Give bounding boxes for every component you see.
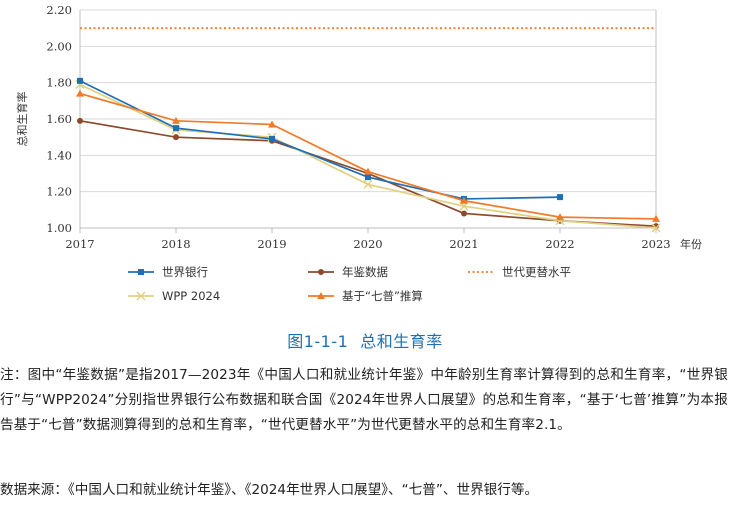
x-tick-label: 2019	[257, 237, 286, 251]
data-point-stroke	[363, 179, 373, 189]
data-point	[138, 269, 144, 275]
legend-label: WPP 2024	[162, 289, 220, 303]
x-tick-label: 2017	[65, 237, 94, 251]
figure-caption: 图1-1-1 总和生育率	[0, 328, 730, 352]
x-tick-label: 2018	[161, 237, 190, 251]
data-point	[364, 167, 372, 175]
data-point	[173, 134, 179, 141]
series-3	[75, 79, 661, 233]
legend-item: WPP 2024	[128, 289, 220, 303]
data-point	[557, 194, 563, 201]
data-point	[651, 223, 661, 233]
data-point	[318, 269, 324, 275]
series-line	[79, 80, 561, 200]
figure-number: 图1-1-1	[287, 332, 349, 351]
y-tick-label: 1.80	[46, 76, 72, 90]
data-source: 数据来源：《中国人口和就业统计年鉴》、《2024年世界人口展望》、“七普”、世界…	[0, 482, 539, 498]
series	[75, 27, 661, 233]
series-line	[79, 92, 657, 220]
x-tick-label: 2022	[545, 237, 574, 251]
data-point	[269, 135, 275, 142]
legend-item: 基于“七普”推算	[308, 289, 423, 303]
legend-label: 年鉴数据	[342, 265, 388, 279]
data-point	[77, 77, 83, 84]
data-point	[172, 116, 180, 124]
figure-note: 注：图中“年鉴数据”是指2017—2023年《中国人口和就业统计年鉴》中年龄别生…	[0, 367, 728, 433]
x-tick-label: 2023	[641, 237, 670, 251]
x-axis-label: 年份	[680, 237, 702, 251]
data-point	[268, 120, 276, 128]
data-point	[173, 125, 179, 132]
data-point	[365, 174, 371, 181]
fertility-line-chart: 1.00 1.20 1.40 1.60 1.80 2.00 2.20 2017 2018 2019…	[15, 3, 702, 303]
y-tick-label: 1.40	[46, 148, 72, 162]
y-tick-label: 1.60	[46, 112, 72, 126]
data-point	[461, 210, 467, 217]
data-point	[556, 213, 564, 221]
y-tick-label: 1.00	[46, 221, 72, 235]
legend-item: 世界银行	[128, 265, 208, 279]
grid	[80, 9, 656, 193]
y-tick-label: 1.20	[46, 185, 72, 199]
legend-label: 世代更替水平	[502, 265, 571, 279]
data-point	[76, 89, 84, 97]
legend-label: 世界银行	[162, 265, 208, 279]
data-point	[317, 292, 325, 299]
y-tick-label: 2.20	[46, 3, 72, 17]
legend-label: 基于“七普”推算	[342, 289, 423, 303]
data-point	[136, 291, 146, 301]
figure-title: 总和生育率	[360, 332, 443, 351]
x-tick-label: 2021	[449, 237, 478, 251]
data-point-stroke	[651, 223, 661, 233]
y-tick-label: 2.00	[46, 39, 72, 53]
data-point	[77, 117, 83, 124]
axes: 1.00 1.20 1.40 1.60 1.80 2.00 2.20 2017 2018 2019…	[15, 3, 702, 251]
series-0	[77, 77, 563, 202]
legend: 世界银行 年鉴数据 世代更替水平 WPP 2024 基于“七普”推算	[128, 265, 571, 303]
x-tick-label: 2020	[353, 237, 382, 251]
data-point	[363, 179, 373, 189]
series-line	[79, 83, 657, 229]
data-point-stroke	[136, 291, 146, 301]
legend-item: 年鉴数据	[308, 265, 388, 279]
y-axis-label: 总和生育率	[15, 92, 29, 147]
data-point	[652, 214, 660, 222]
series-4	[76, 89, 660, 222]
data-point	[460, 196, 468, 204]
legend-item: 世代更替水平	[468, 265, 571, 279]
